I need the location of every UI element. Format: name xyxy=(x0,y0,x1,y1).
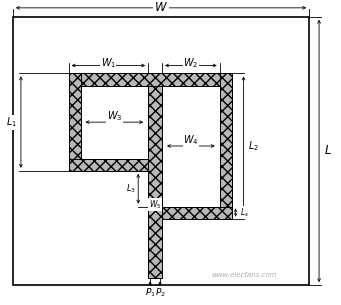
Bar xyxy=(148,86,162,278)
Text: www.elecfans.com: www.elecfans.com xyxy=(212,272,277,278)
Bar xyxy=(220,74,232,219)
Text: $W_3$: $W_3$ xyxy=(107,109,122,123)
Text: $L_2$: $L_2$ xyxy=(248,139,258,153)
Text: $P_2$: $P_2$ xyxy=(155,287,165,299)
Bar xyxy=(80,86,148,159)
Bar xyxy=(69,74,80,171)
Text: $L_1$: $L_1$ xyxy=(6,115,17,129)
Text: $L$: $L$ xyxy=(324,145,332,157)
Bar xyxy=(69,74,220,86)
Text: $L_s$: $L_s$ xyxy=(240,206,249,219)
Bar xyxy=(162,206,232,219)
Text: $L_3$: $L_3$ xyxy=(126,182,136,195)
Text: $W_5$: $W_5$ xyxy=(149,198,161,211)
Text: $W_2$: $W_2$ xyxy=(183,57,198,70)
Text: $W$: $W$ xyxy=(154,1,168,14)
Bar xyxy=(69,159,148,171)
Text: $W_1$: $W_1$ xyxy=(101,57,116,70)
Bar xyxy=(13,17,309,285)
Text: $P_1$: $P_1$ xyxy=(145,287,155,299)
Text: $W_4$: $W_4$ xyxy=(183,133,199,147)
